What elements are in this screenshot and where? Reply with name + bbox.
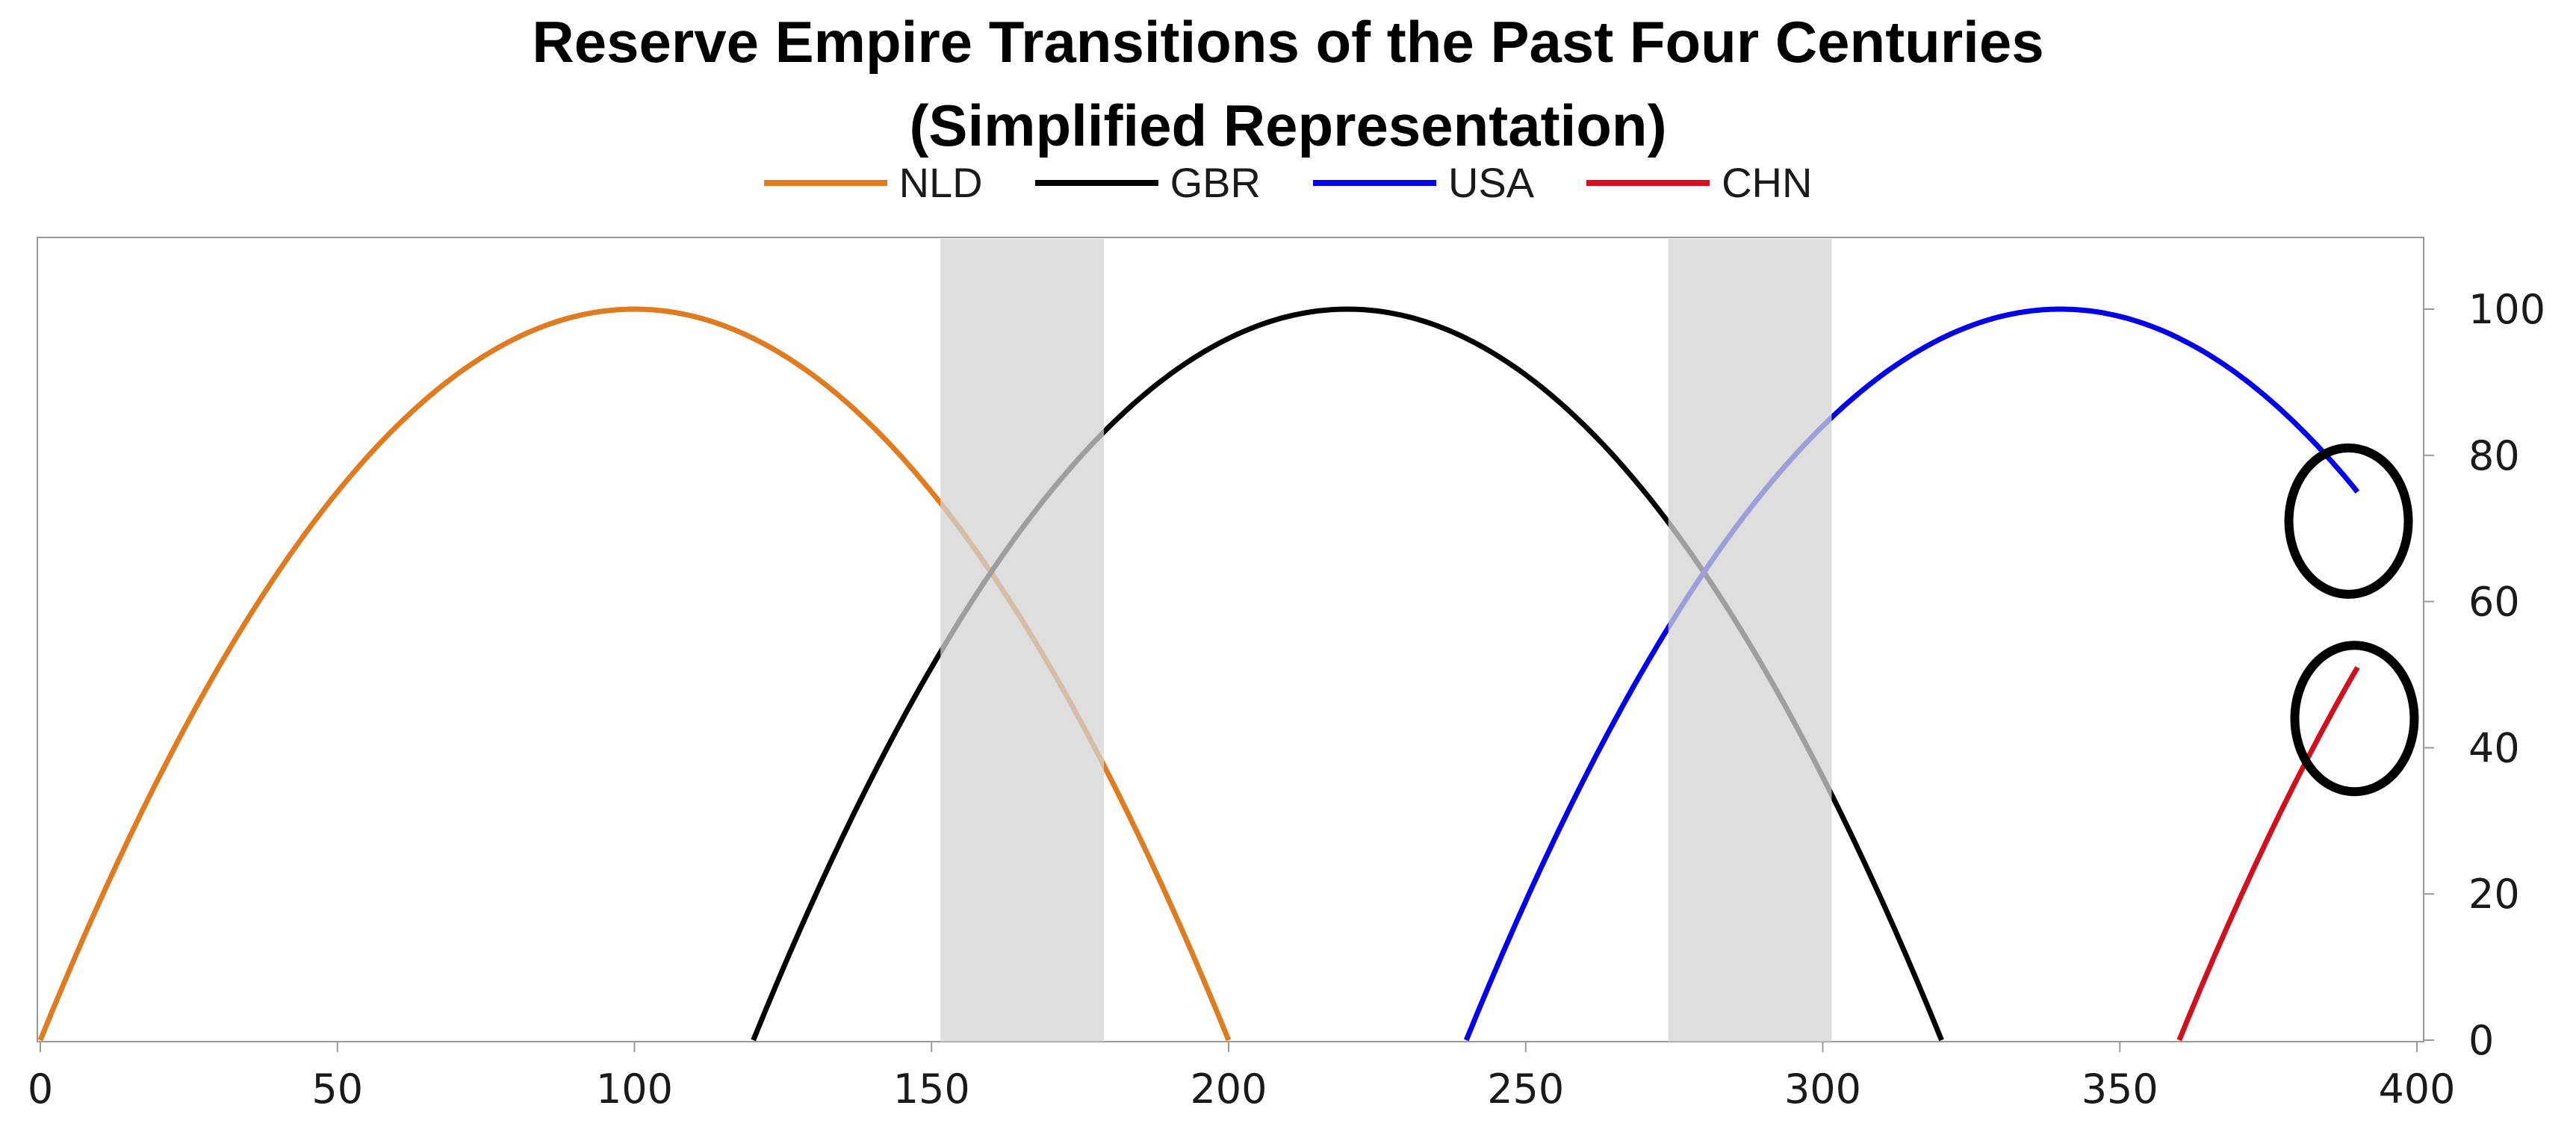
chart-title: Reserve Empire Transitions of the Past F… [0, 0, 2576, 167]
series-line-chn [2176, 666, 2360, 1042]
y-tick-label-60: 60 [2468, 579, 2520, 626]
y-tick-label-80: 80 [2468, 432, 2520, 479]
legend-swatch-chn [1586, 179, 1710, 186]
x-tick-label-100: 100 [596, 1066, 673, 1113]
chart-legend: NLD GBR USA CHN [0, 158, 2576, 207]
chart-title-line-1: Reserve Empire Transitions of the Past F… [532, 9, 2044, 75]
legend-swatch-usa [1312, 179, 1436, 186]
series-line-usa [1463, 306, 2360, 1042]
annotation-circle-1 [2284, 443, 2413, 599]
legend-item-usa: USA [1312, 158, 1535, 207]
legend-label-nld: NLD [899, 159, 983, 206]
legend-swatch-nld [763, 179, 887, 186]
legend-item-gbr: GBR [1034, 158, 1261, 207]
x-tick-label-400: 400 [2378, 1066, 2455, 1113]
x-tick-label-200: 200 [1190, 1066, 1267, 1113]
x-tick-label-250: 250 [1487, 1066, 1564, 1113]
y-tick-label-20: 20 [2468, 871, 2520, 918]
legend-item-chn: CHN [1586, 158, 1812, 207]
x-tick-label-50: 50 [311, 1066, 363, 1113]
transition-shade-2 [1668, 239, 1832, 1042]
x-tick-label-300: 300 [1784, 1066, 1861, 1113]
y-tick-label-100: 100 [2468, 286, 2545, 333]
y-tick-label-40: 40 [2468, 724, 2520, 771]
x-tick-label-150: 150 [893, 1066, 970, 1113]
y-tick-label-0: 0 [2468, 1017, 2494, 1064]
annotation-circle-2 [2290, 641, 2419, 797]
plot-frame [37, 237, 2424, 1042]
legend-label-chn: CHN [1722, 159, 1813, 206]
legend-label-usa: USA [1447, 159, 1535, 206]
legend-label-gbr: GBR [1170, 159, 1261, 206]
legend-swatch-gbr [1034, 179, 1158, 186]
transition-shade-1 [940, 239, 1104, 1042]
legend-item-nld: NLD [763, 158, 983, 207]
x-tick-label-350: 350 [2082, 1066, 2158, 1113]
x-tick-label-0: 0 [28, 1066, 53, 1113]
chart-title-line-2: (Simplified Representation) [909, 93, 1667, 158]
